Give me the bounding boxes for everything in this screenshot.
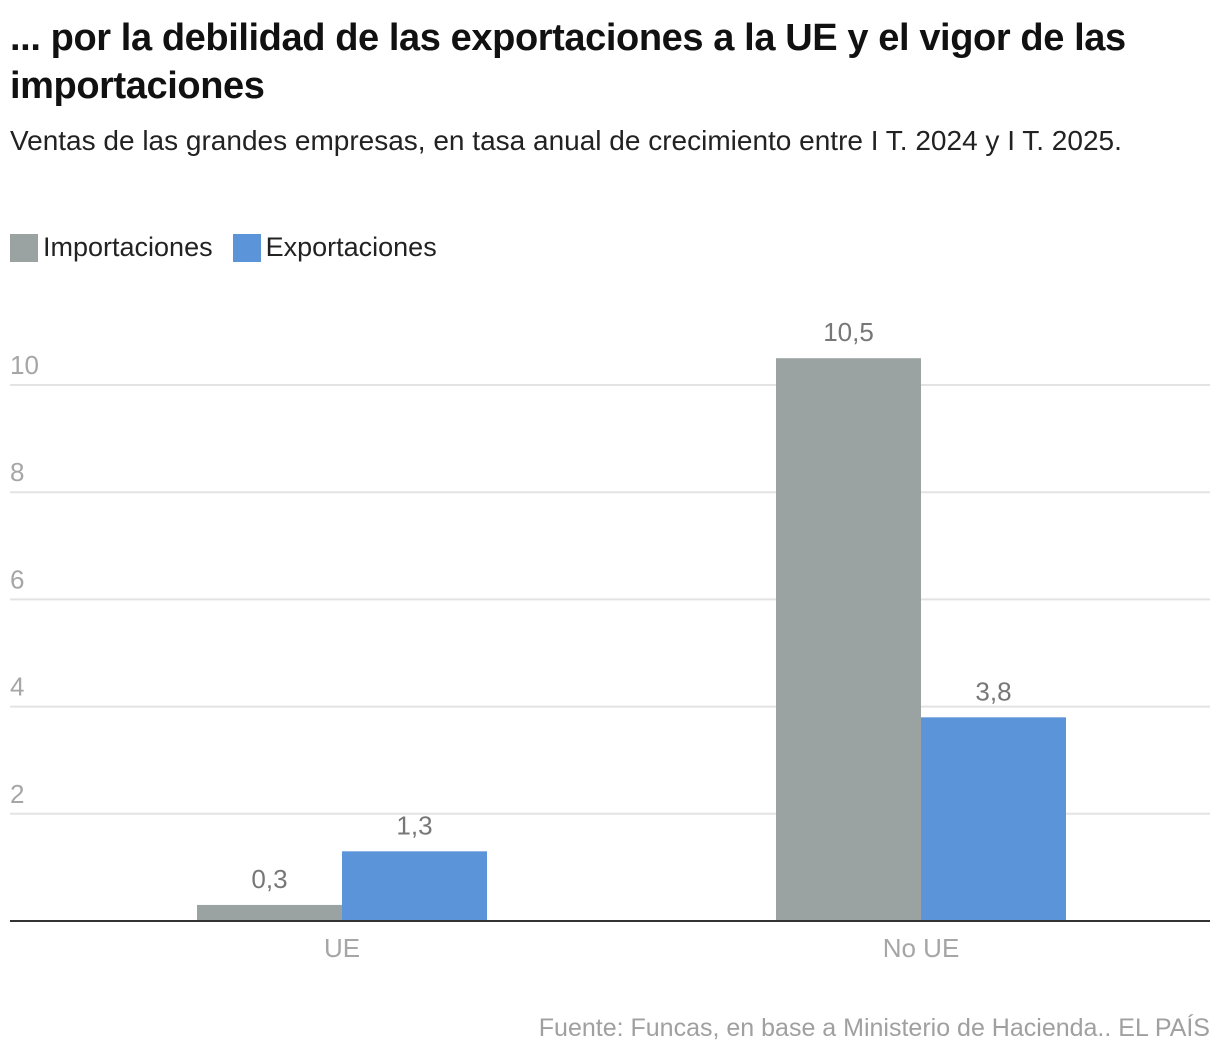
data-label-no-ue-exportaciones: 3,8 <box>975 676 1011 706</box>
chart-subtitle: Ventas de las grandes empresas, en tasa … <box>10 125 1122 156</box>
data-label-no-ue-importaciones: 10,5 <box>823 317 874 347</box>
source-note: Fuente: Funcas, en base a Ministerio de … <box>538 1014 1210 1042</box>
legend-label-exportaciones: Exportaciones <box>265 232 437 262</box>
bar-ue-exportaciones <box>342 851 487 921</box>
x-tick-label-no-ue: No UE <box>883 933 960 963</box>
legend-label-importaciones: Importaciones <box>43 232 213 262</box>
y-tick-label-2: 2 <box>10 779 24 809</box>
y-tick-label-6: 6 <box>10 564 24 594</box>
y-tick-label-4: 4 <box>10 672 24 702</box>
data-label-ue-exportaciones: 1,3 <box>396 810 432 840</box>
x-tick-label-ue: UE <box>324 933 360 963</box>
data-label-ue-importaciones: 0,3 <box>251 864 287 894</box>
legend: Importaciones Exportaciones <box>10 232 457 263</box>
legend-item-exportaciones: Exportaciones <box>232 232 437 263</box>
legend-item-importaciones: Importaciones <box>10 232 213 263</box>
y-tick-label-8: 8 <box>10 457 24 487</box>
bar-chart: 2 4 6 8 10 0,3 1,3 UE 10,5 3,8 No UE <box>10 317 1210 963</box>
y-tick-label-10: 10 <box>10 350 39 380</box>
bar-ue-importaciones <box>197 904 342 921</box>
legend-swatch-importaciones <box>10 233 38 262</box>
chart-title: ... por la debilidad de las exportacione… <box>10 17 1126 107</box>
bar-no-ue-exportaciones <box>921 717 1066 921</box>
bar-no-ue-importaciones <box>776 358 921 921</box>
legend-swatch-exportaciones <box>232 233 261 262</box>
